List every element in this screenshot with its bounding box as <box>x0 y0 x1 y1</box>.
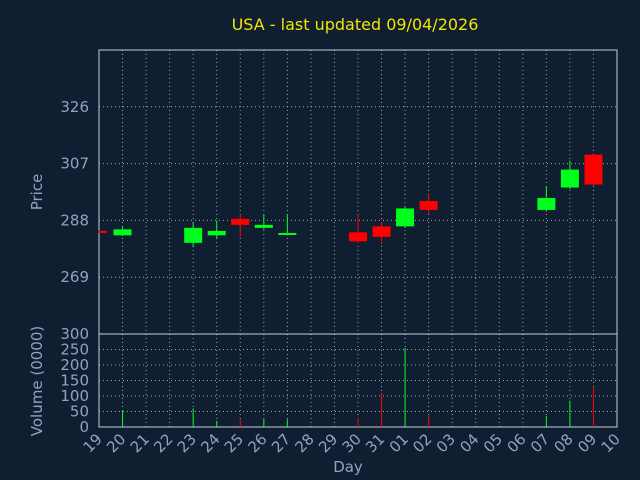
x-tick-label: 20 <box>103 430 129 456</box>
candle-body <box>584 154 603 185</box>
volume-tick-label: 250 <box>60 341 89 359</box>
x-tick-label: 26 <box>244 430 270 456</box>
price-tick-label: 288 <box>60 211 89 229</box>
candle-body <box>537 197 556 210</box>
candle-body <box>278 232 297 235</box>
volume-tick-label: 100 <box>60 387 89 405</box>
candle-25 <box>231 214 250 237</box>
candle-07 <box>537 186 556 212</box>
volume-grid <box>99 334 617 427</box>
candle-19 <box>98 230 107 233</box>
price-axis-label: Price <box>28 174 46 211</box>
x-tick-label: 27 <box>268 430 294 456</box>
x-tick-label: 05 <box>480 430 506 456</box>
x-tick-label: 29 <box>315 430 341 456</box>
candle-31 <box>372 221 391 245</box>
candle-body <box>184 227 203 243</box>
volume-tick-label: 150 <box>60 372 89 390</box>
chart-title: USA - last updated 09/04/2026 <box>232 15 479 34</box>
candle-09 <box>584 153 603 187</box>
candle-body <box>349 232 367 242</box>
price-tick-label: 269 <box>60 268 89 286</box>
price-tick-label: 326 <box>60 98 89 116</box>
volume-axis-label: Volume (0000) <box>28 326 46 436</box>
x-tick-label: 23 <box>174 430 200 456</box>
candle-body <box>207 230 226 236</box>
x-tick-label: 08 <box>551 430 577 456</box>
candles <box>98 153 603 248</box>
x-axis-label: Day <box>333 458 363 476</box>
candle-body <box>419 200 438 210</box>
candle-08 <box>560 160 579 190</box>
x-tick-label: 22 <box>150 430 176 456</box>
price-axis: 269 288 307 326 <box>60 98 89 286</box>
x-tick-label: 09 <box>574 430 600 456</box>
x-tick-label: 21 <box>127 430 153 456</box>
candle-body <box>560 169 579 188</box>
x-tick-label: 25 <box>221 430 247 456</box>
candle-body <box>396 208 415 227</box>
x-tick-label: 30 <box>339 430 365 456</box>
x-tick-label: 31 <box>362 430 388 456</box>
candle-body <box>99 230 107 233</box>
candle-23 <box>184 221 203 248</box>
x-tick-label: 03 <box>433 430 459 456</box>
volume-tick-label: 200 <box>60 356 89 374</box>
x-tick-label: 24 <box>197 430 223 456</box>
x-tick-label: 04 <box>456 430 482 456</box>
candle-01 <box>396 206 415 228</box>
price-grid <box>99 50 617 334</box>
volume-tick-label: 0 <box>79 418 89 436</box>
candle-27 <box>278 214 297 236</box>
candle-body <box>254 224 273 228</box>
x-tick-label: 10 <box>598 430 624 456</box>
x-tick-label: 28 <box>292 430 318 456</box>
candle-body <box>113 229 132 236</box>
volume-bars <box>122 347 594 427</box>
candle-body <box>231 218 250 225</box>
volume-tick-label: 300 <box>60 325 89 343</box>
price-tick-label: 307 <box>60 155 89 173</box>
candle-20 <box>113 226 132 236</box>
x-tick-label: 02 <box>409 430 435 456</box>
x-tick-label: 06 <box>503 430 529 456</box>
candle-body <box>372 226 391 237</box>
x-tick-label: 01 <box>386 430 412 456</box>
price-panel-frame <box>98 49 618 335</box>
candle-02 <box>419 193 438 215</box>
day-axis: 1920212223242526272829303101020304050607… <box>80 430 624 456</box>
candle-24 <box>207 220 226 239</box>
x-tick-label: 07 <box>527 430 553 456</box>
candle-26 <box>254 214 273 230</box>
volume-tick-label: 50 <box>70 403 89 421</box>
candle-30 <box>349 214 367 243</box>
